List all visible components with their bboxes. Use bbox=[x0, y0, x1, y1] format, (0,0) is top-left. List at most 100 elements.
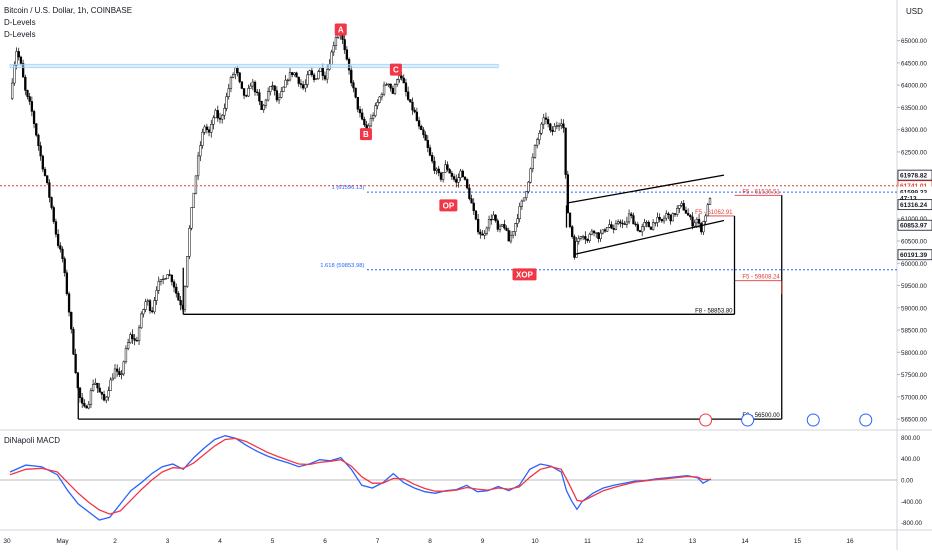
candle-body bbox=[409, 99, 412, 103]
candle-body bbox=[415, 111, 419, 121]
candle-body bbox=[658, 217, 661, 220]
channel-upper-line bbox=[566, 174, 725, 204]
candle-body bbox=[70, 311, 73, 330]
y-tick-label: 59000.00 bbox=[901, 305, 927, 312]
candle-body bbox=[148, 300, 152, 311]
candle-body bbox=[649, 226, 653, 230]
candle-body bbox=[26, 90, 29, 97]
candle-body bbox=[606, 227, 609, 232]
y-tick-label: 63000.00 bbox=[901, 127, 927, 134]
candle-body bbox=[435, 168, 438, 171]
candle-body bbox=[175, 286, 178, 294]
candle-body bbox=[636, 224, 639, 231]
pattern-point-label: A bbox=[338, 25, 344, 34]
candle-body bbox=[448, 169, 451, 174]
candle-body bbox=[481, 233, 484, 236]
candle-body bbox=[317, 71, 320, 79]
candle-body bbox=[223, 108, 226, 116]
pattern-point-label: B bbox=[363, 130, 369, 139]
y-tick-label: 60000.00 bbox=[901, 261, 927, 268]
candle-body bbox=[50, 197, 53, 208]
candle-body bbox=[179, 300, 182, 306]
candle-body bbox=[67, 293, 71, 313]
candle-body bbox=[479, 231, 482, 235]
candle-body bbox=[621, 222, 624, 225]
candle-body bbox=[32, 111, 36, 125]
candle-body bbox=[540, 123, 543, 134]
candle-body bbox=[354, 87, 357, 98]
candle-body bbox=[522, 197, 526, 202]
candle-body bbox=[590, 230, 594, 235]
candle-body bbox=[135, 340, 139, 342]
candle-body bbox=[251, 81, 254, 87]
candle-body bbox=[470, 198, 473, 204]
candle-body bbox=[59, 245, 62, 250]
candle-body bbox=[35, 123, 38, 136]
level-label: F8 - 58853.80 bbox=[695, 308, 733, 314]
candle-body bbox=[216, 110, 219, 119]
candle-body bbox=[240, 81, 244, 89]
candle-body bbox=[562, 123, 565, 129]
candle-body bbox=[450, 172, 454, 177]
candle-body bbox=[426, 140, 429, 148]
candle-body bbox=[273, 85, 276, 91]
candle-body bbox=[577, 238, 580, 242]
candle-body bbox=[374, 105, 377, 116]
candle-body bbox=[120, 373, 123, 375]
x-tick-label: 13 bbox=[689, 538, 697, 545]
candle-body bbox=[553, 126, 556, 132]
candle-body bbox=[260, 100, 263, 111]
price-pill-label: 61316.24 bbox=[900, 202, 927, 209]
y-tick-label: 65000.00 bbox=[901, 38, 927, 45]
candle-body bbox=[109, 379, 112, 391]
candle-body bbox=[468, 187, 471, 199]
x-tick-label: May bbox=[56, 538, 69, 545]
candle-body bbox=[581, 236, 585, 238]
candle-body bbox=[398, 75, 401, 80]
candle-body bbox=[627, 213, 631, 223]
macd-title[interactable]: DiNapoli MACD bbox=[4, 436, 61, 445]
candle-body bbox=[371, 115, 375, 119]
candle-body bbox=[385, 84, 388, 86]
candle-body bbox=[186, 256, 189, 287]
candle-body bbox=[363, 118, 366, 126]
candle-body bbox=[326, 69, 329, 80]
candle-body bbox=[693, 222, 696, 227]
candle-body bbox=[227, 88, 230, 97]
y-tick-label: 64500.00 bbox=[901, 60, 927, 67]
channel-lower-line bbox=[574, 219, 725, 255]
candle-body bbox=[441, 172, 445, 180]
candle-body bbox=[396, 79, 399, 85]
pattern-point-box bbox=[389, 63, 402, 76]
fib-label: 1 (61596.13) bbox=[332, 185, 365, 191]
candle-body bbox=[691, 216, 694, 227]
symbol-title[interactable]: Bitcoin / U.S. Dollar, 1h, COINBASE bbox=[4, 6, 133, 15]
candle-body bbox=[238, 72, 241, 82]
candle-body bbox=[404, 82, 408, 93]
candle-body bbox=[269, 86, 272, 93]
candle-body bbox=[214, 110, 217, 119]
currency-label[interactable]: USD bbox=[906, 7, 923, 16]
candle-body bbox=[483, 233, 486, 236]
candle-body bbox=[505, 227, 508, 231]
candle-body bbox=[592, 230, 596, 234]
candle-body bbox=[697, 219, 701, 224]
x-tick-label: 11 bbox=[584, 538, 591, 545]
indicator-label-dlevels-2[interactable]: D-Levels bbox=[4, 30, 36, 39]
candle-body bbox=[549, 123, 552, 131]
candle-body bbox=[124, 348, 128, 363]
candle-body bbox=[571, 226, 574, 237]
candle-body bbox=[89, 390, 93, 405]
x-tick-label: 14 bbox=[741, 538, 749, 545]
x-tick-label: 2 bbox=[113, 538, 117, 545]
candle-body bbox=[413, 109, 416, 113]
indicator-label-dlevels-1[interactable]: D-Levels bbox=[4, 18, 36, 27]
candle-body bbox=[256, 91, 259, 93]
candle-body bbox=[546, 119, 550, 125]
candle-body bbox=[153, 300, 156, 313]
candle-body bbox=[332, 45, 335, 53]
x-tick-label: 4 bbox=[218, 538, 222, 545]
pattern-point-label: OP bbox=[443, 201, 455, 210]
